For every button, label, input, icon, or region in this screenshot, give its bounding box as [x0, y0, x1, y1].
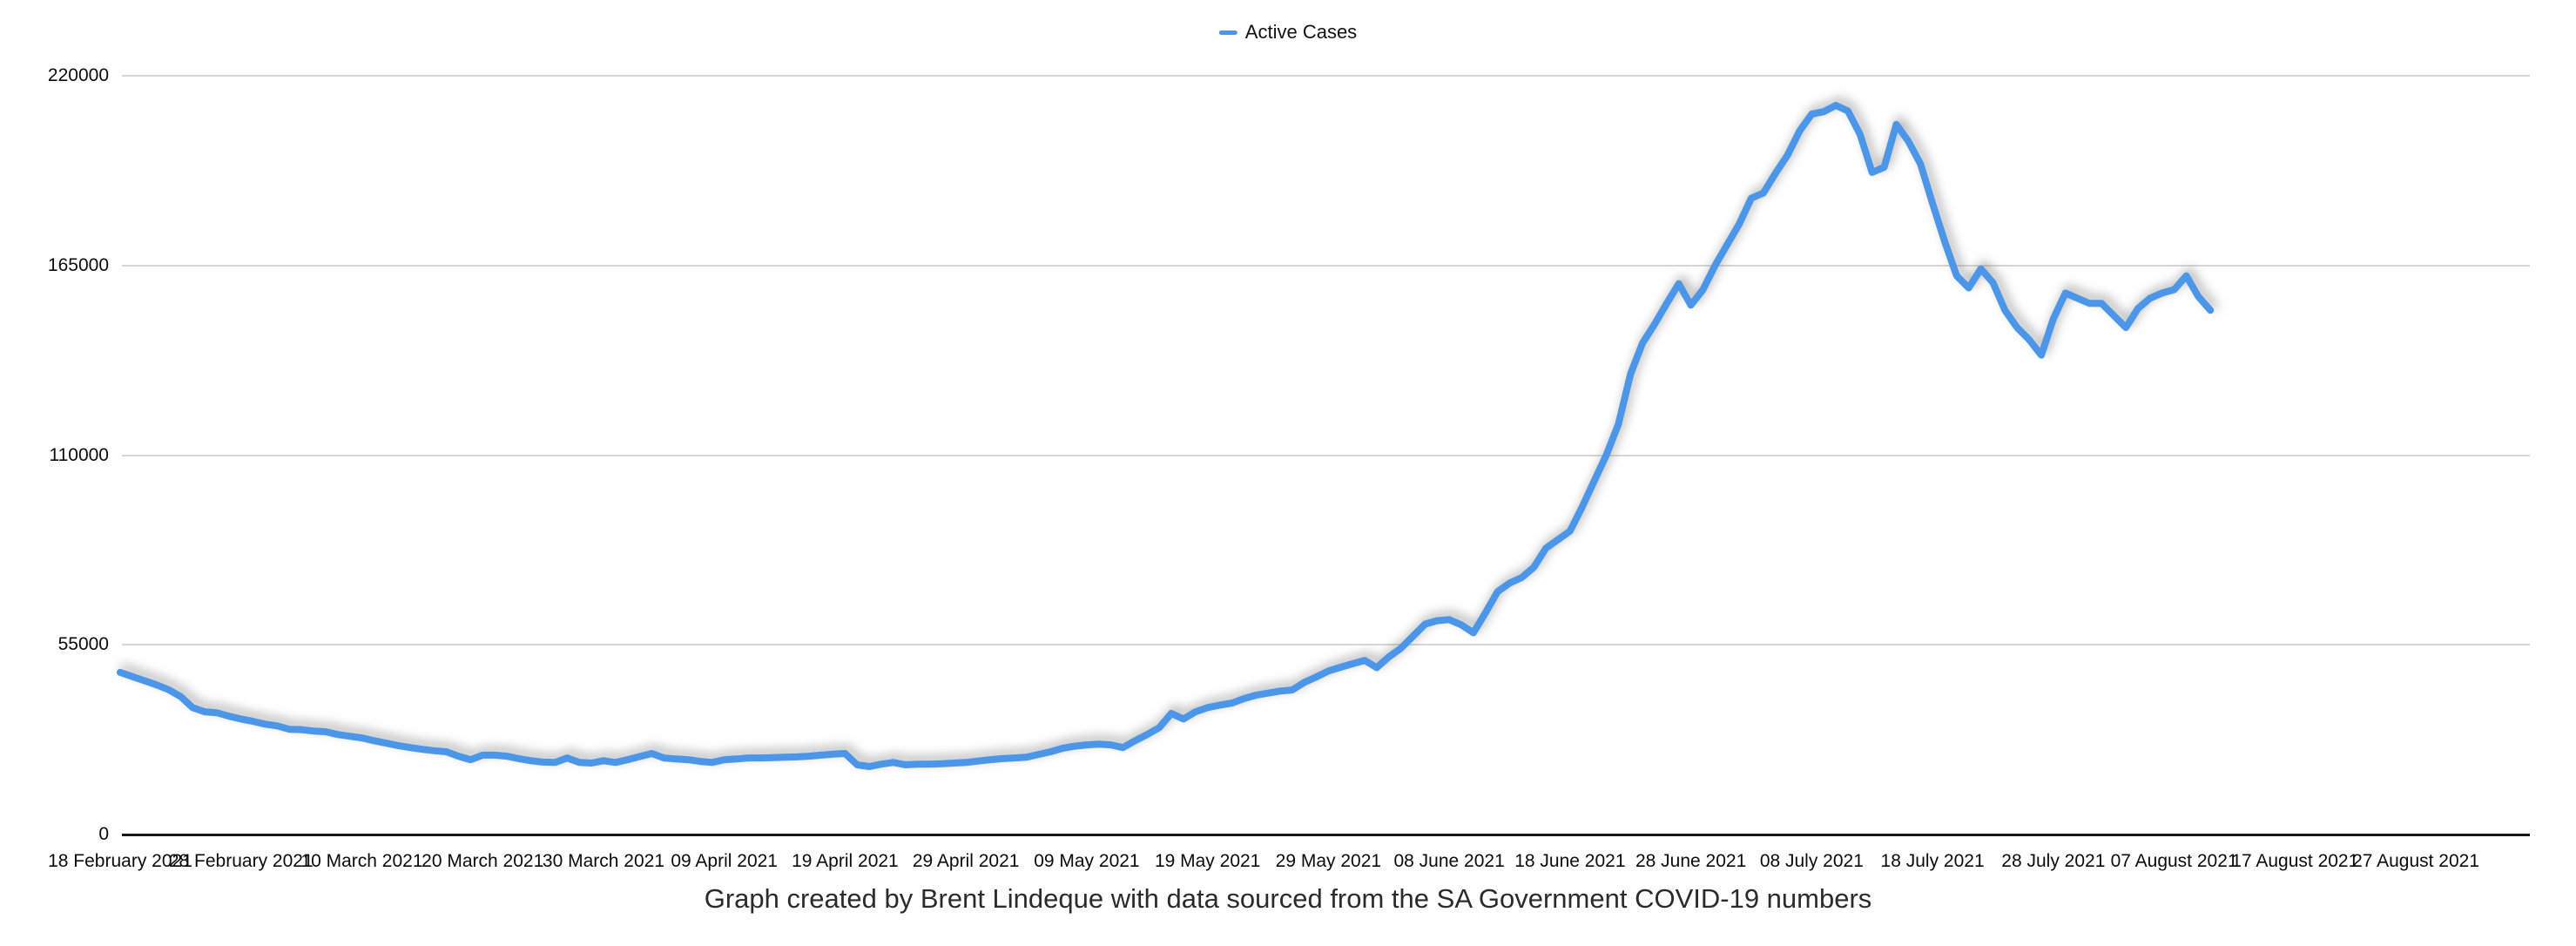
- y-tick-label-165000: 165000: [47, 254, 109, 275]
- x-tick-label-15: 18 July 2021: [1880, 851, 1985, 871]
- x-tick-label-14: 08 July 2021: [1759, 851, 1864, 871]
- x-tick-label-7: 29 April 2021: [912, 851, 1020, 871]
- legend-label: Active Cases: [1244, 21, 1358, 43]
- x-tick-label-17: 07 August 2021: [2110, 851, 2238, 871]
- legend: Active Cases: [1218, 21, 1358, 44]
- x-tick-label-2: 10 March 2021: [300, 851, 423, 871]
- x-tick-label-8: 09 May 2021: [1034, 851, 1140, 871]
- x-tick-label-16: 28 July 2021: [2001, 851, 2106, 871]
- x-tick-label-9: 19 May 2021: [1154, 851, 1261, 871]
- x-tick-label-19: 27 August 2021: [2352, 851, 2480, 871]
- gridline-165000: [122, 264, 2530, 267]
- y-tick-label-220000: 220000: [47, 65, 109, 85]
- y-tick-label-110000: 110000: [49, 444, 109, 465]
- x-tick-label-13: 28 June 2021: [1635, 851, 1747, 871]
- gridline-220000: [122, 75, 2530, 77]
- gridline-55000: [122, 644, 2530, 646]
- active-cases-line: [117, 102, 2215, 770]
- x-tick-label-1: 28 February 2021: [168, 851, 314, 871]
- x-tick-label-4: 30 March 2021: [542, 851, 664, 871]
- x-tick-label-6: 19 April 2021: [792, 851, 899, 871]
- x-tick-label-10: 29 May 2021: [1275, 851, 1382, 871]
- x-tick-label-18: 17 August 2021: [2231, 851, 2359, 871]
- x-tick-label-3: 20 March 2021: [421, 851, 544, 871]
- x-tick-label-0: 18 February 2021: [48, 851, 192, 871]
- x-tick-label-5: 09 April 2021: [671, 851, 778, 871]
- x-tick-label-12: 18 June 2021: [1514, 851, 1626, 871]
- chart-caption: Graph created by Brent Lindeque with dat…: [704, 883, 1872, 914]
- legend-line-swatch: [1218, 30, 1237, 35]
- y-tick-label-55000: 55000: [57, 634, 109, 655]
- x-tick-label-11: 08 June 2021: [1393, 851, 1505, 871]
- gridline-110000: [122, 454, 2530, 456]
- x-axis-line: [122, 833, 2530, 836]
- y-tick-label-0: 0: [98, 824, 109, 844]
